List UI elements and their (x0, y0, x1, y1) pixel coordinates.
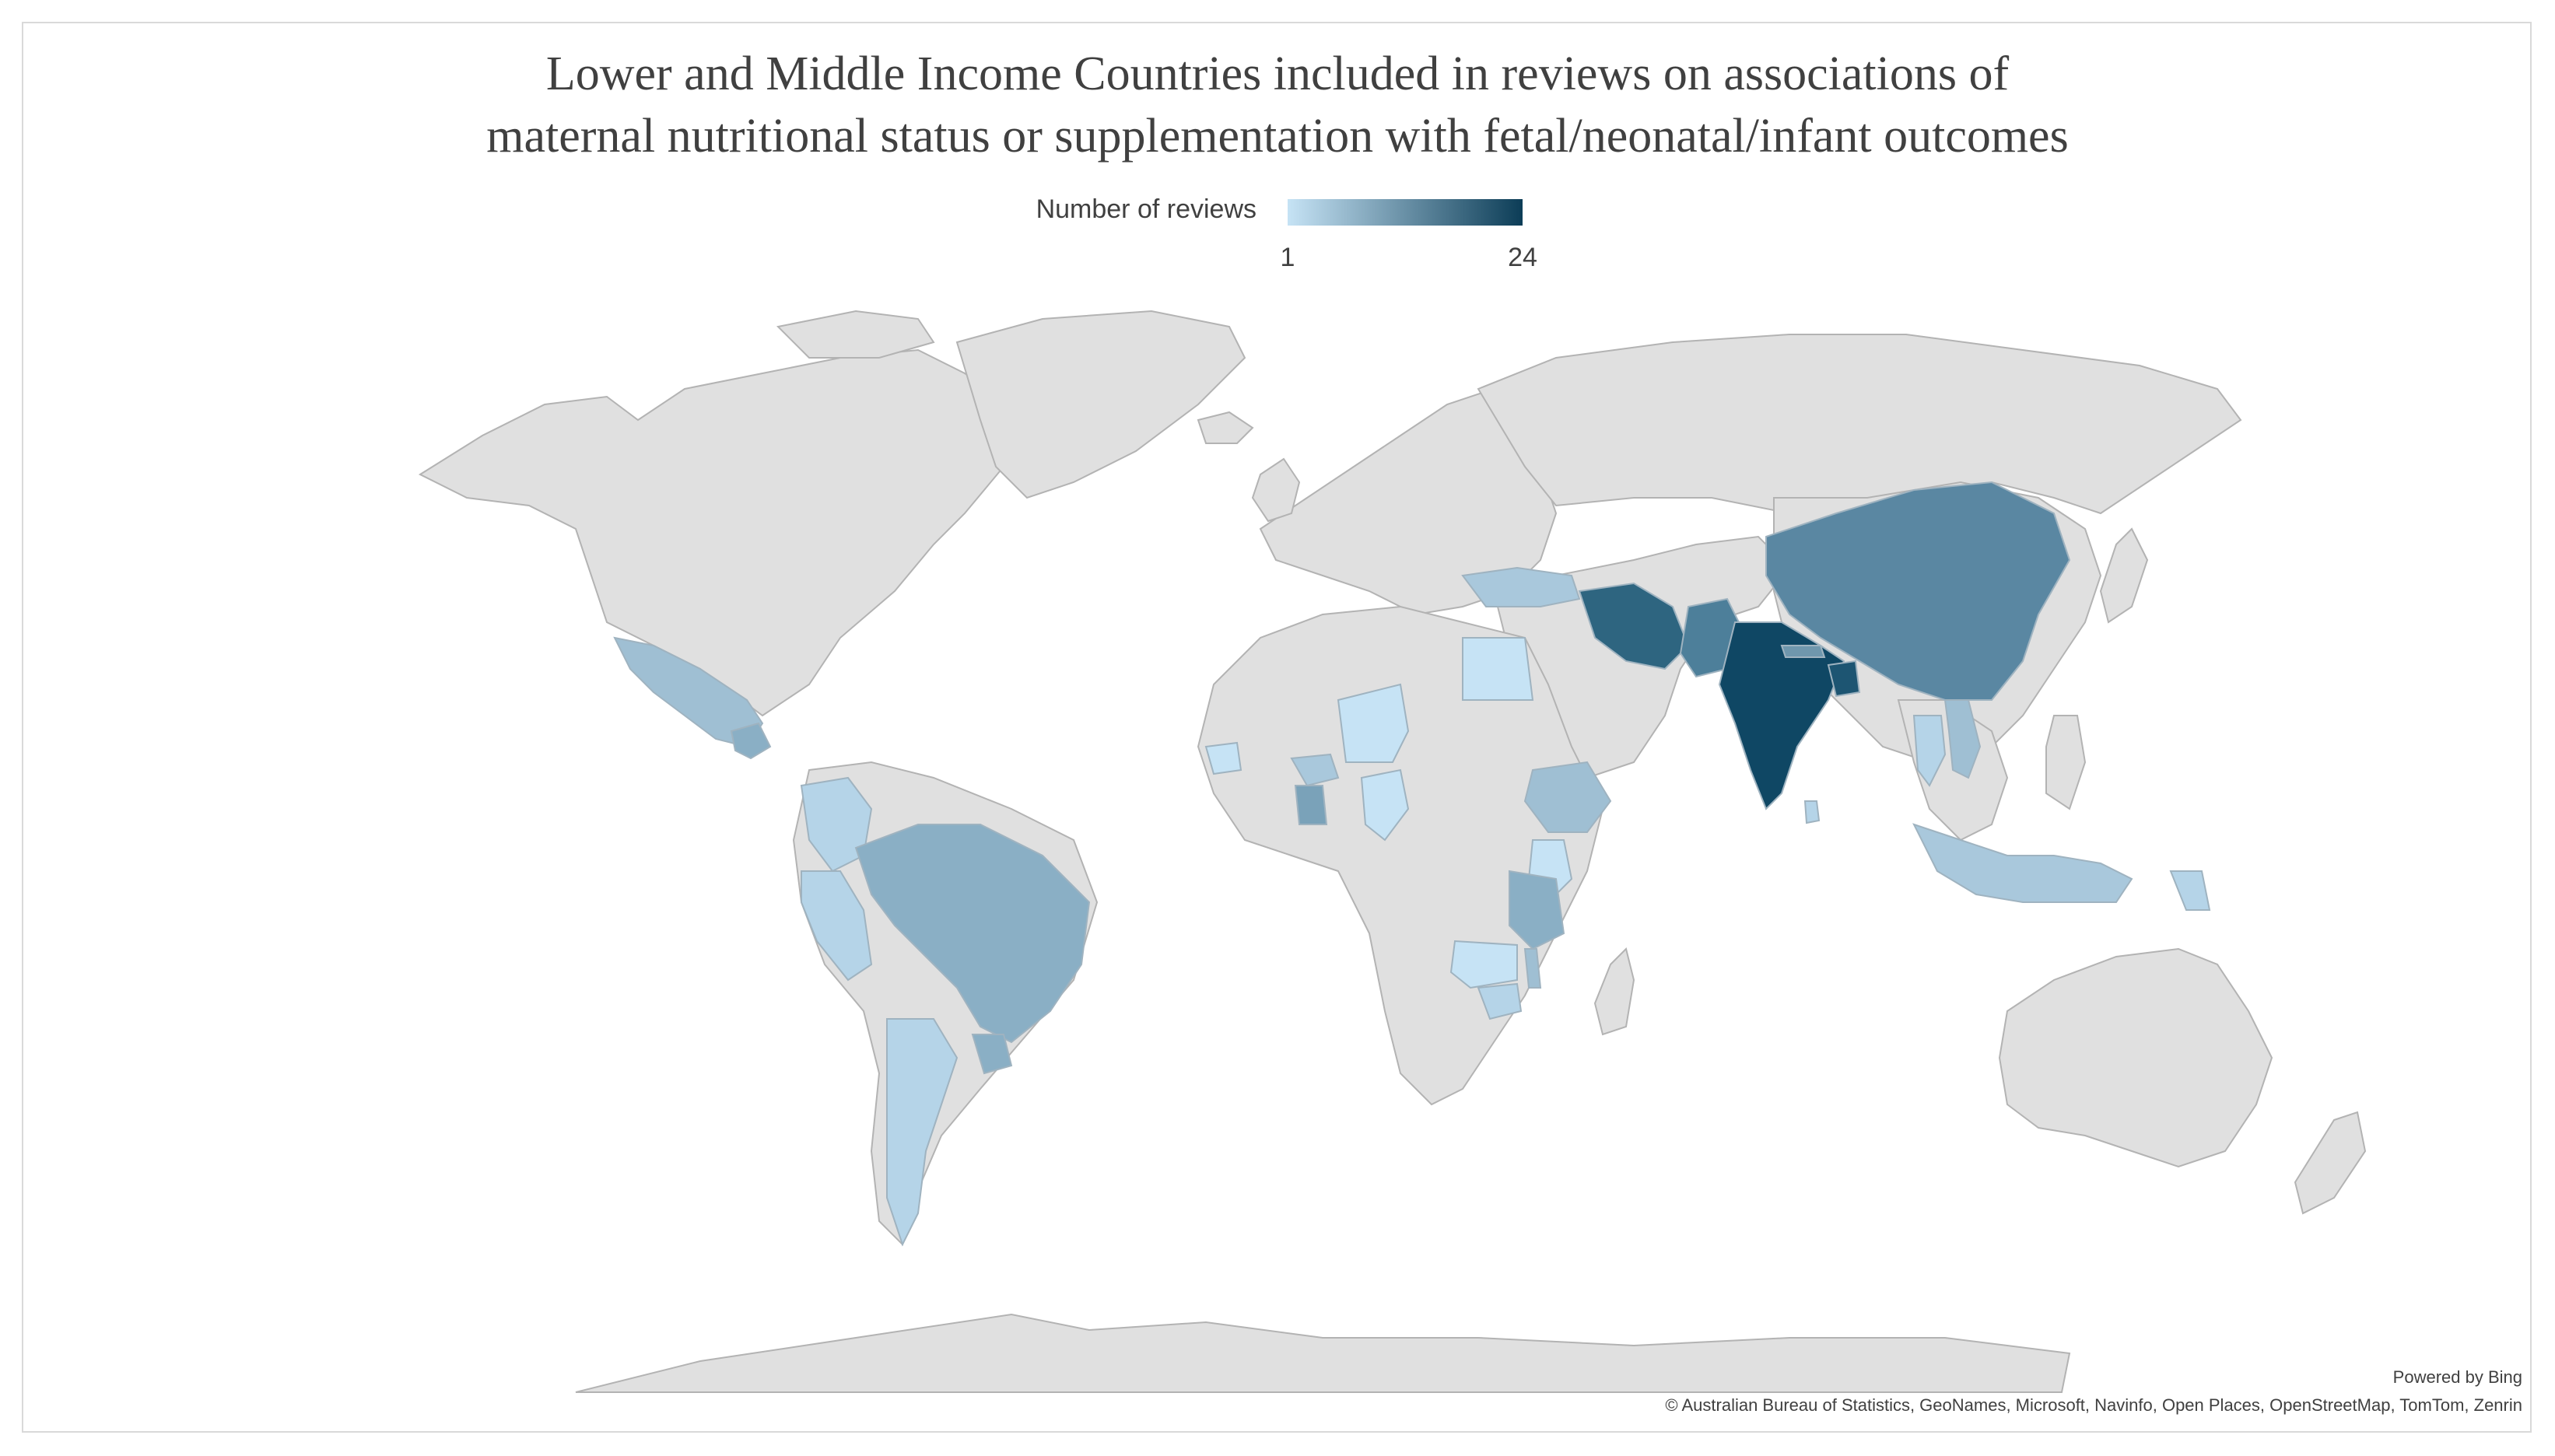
country-papua-new-guinea[interactable] (2169, 870, 2211, 911)
country-sri-lanka[interactable] (1803, 800, 1821, 824)
land-russia (1477, 334, 2242, 515)
country-burkina-faso[interactable] (1290, 753, 1340, 787)
country-turkey[interactable] (1461, 566, 1581, 607)
country-argentina[interactable] (886, 1018, 959, 1247)
country-senegal[interactable] (1204, 741, 1242, 775)
country-ethiopia[interactable] (1523, 761, 1612, 833)
country-iran[interactable] (1578, 582, 1690, 670)
map-title-line-1: Lower and Middle Income Countries includ… (545, 47, 2010, 100)
legend-max-value: 24 (1508, 243, 1537, 272)
land-australia (1998, 947, 2273, 1168)
country-malawi[interactable] (1523, 948, 1542, 989)
country-guatemala[interactable] (730, 722, 772, 760)
country-uruguay[interactable] (971, 1034, 1013, 1075)
land-madagascar (1593, 947, 1635, 1036)
land-japan (2099, 527, 2149, 624)
land-antarctica (575, 1313, 2071, 1393)
land-british-isles (1251, 457, 1301, 523)
country-egypt[interactable] (1462, 637, 1534, 701)
land-greenland (955, 310, 1246, 499)
country-peru[interactable] (801, 870, 873, 982)
map-attribution: © Australian Bureau of Statistics, GeoNa… (1665, 1395, 2522, 1415)
country-nepal[interactable] (1780, 645, 1826, 658)
land-philippines (2045, 715, 2087, 810)
legend-min-value: 1 (1280, 243, 1295, 272)
country-zambia[interactable] (1449, 940, 1518, 989)
chart-frame (22, 22, 2532, 1433)
country-bangladesh[interactable] (1827, 660, 1861, 698)
land-new-zealand (2294, 1111, 2367, 1215)
powered-by-credit: Powered by Bing (2392, 1367, 2522, 1387)
country-india[interactable] (1718, 621, 1845, 810)
country-thailand[interactable] (1912, 715, 1947, 787)
legend-label: Number of reviews (1036, 194, 1256, 224)
country-niger[interactable] (1337, 683, 1410, 763)
legend-color-scale (1288, 199, 1523, 226)
country-tanzania[interactable] (1509, 870, 1565, 950)
country-vietnam[interactable] (1943, 699, 1982, 779)
country-indonesia[interactable] (1912, 823, 2133, 903)
country-ghana[interactable] (1294, 785, 1328, 825)
map-title: Lower and Middle Income Countries includ… (0, 43, 2555, 167)
map-title-line-2: maternal nutritional status or supplemen… (486, 110, 2069, 163)
country-zimbabwe[interactable] (1477, 982, 1523, 1020)
land-north-america (418, 348, 1013, 717)
country-brazil[interactable] (854, 824, 1091, 1044)
land-arctic-islands (776, 310, 935, 359)
land-iceland (1197, 411, 1254, 444)
country-china[interactable] (1765, 481, 2071, 701)
land-europe (1259, 387, 1558, 616)
country-nigeria[interactable] (1360, 768, 1410, 842)
